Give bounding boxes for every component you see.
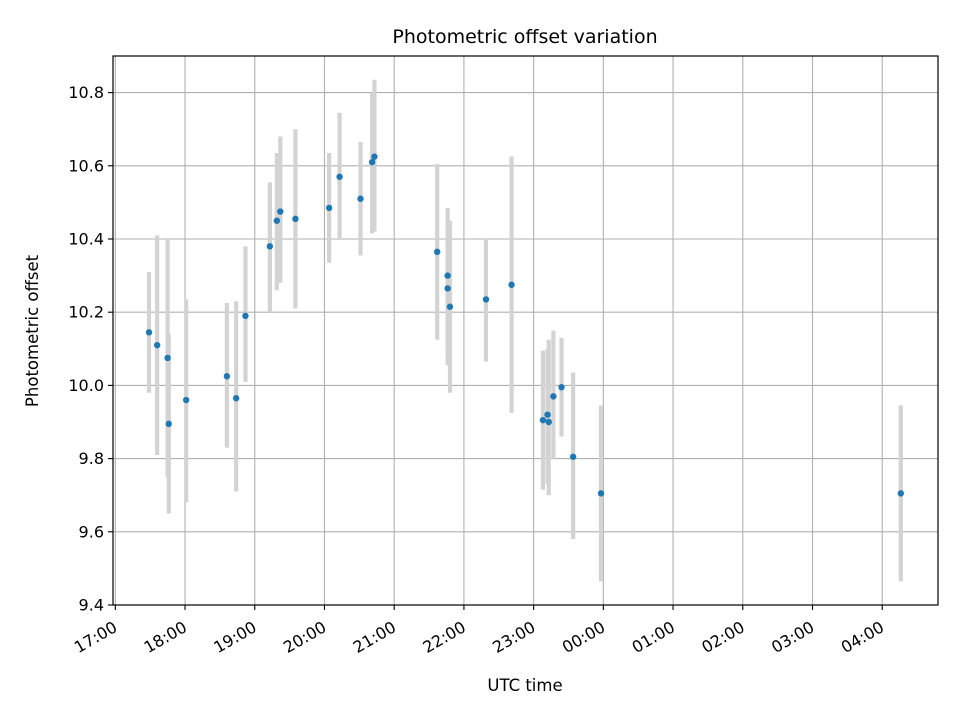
data-point [183, 396, 190, 404]
data-point [544, 411, 551, 418]
y-tick-label: 10.0 [68, 376, 104, 395]
data-point [446, 303, 454, 310]
x-axis-label: UTC time [487, 676, 562, 695]
data-point [897, 490, 905, 497]
data-point [545, 418, 552, 426]
data-point [223, 373, 231, 380]
data-point [357, 195, 364, 202]
data-point [165, 420, 172, 428]
data-point [371, 153, 378, 160]
data-point [508, 281, 515, 288]
plot-frame [112, 55, 939, 606]
data-point [145, 329, 153, 336]
y-tick-label: 10.4 [68, 230, 104, 249]
y-tick-label: 9.4 [79, 596, 104, 615]
chart-title: Photometric offset variation [392, 26, 657, 48]
data-point [232, 395, 240, 402]
data-point [242, 312, 249, 320]
data-points [145, 153, 905, 497]
y-tick-label: 10.6 [68, 156, 104, 175]
data-point [444, 272, 451, 279]
y-tick-label: 10.8 [68, 83, 104, 102]
data-point [539, 416, 547, 424]
data-point [277, 208, 284, 215]
data-point [368, 158, 376, 166]
data-point [164, 354, 171, 362]
y-tick-label: 10.2 [68, 303, 104, 322]
data-point [292, 215, 299, 223]
data-point [482, 296, 490, 303]
y-tick-label: 9.6 [79, 522, 104, 541]
data-point [336, 173, 343, 180]
data-point [273, 217, 281, 224]
data-point [153, 341, 161, 349]
data-point [558, 384, 565, 391]
data-point [325, 204, 333, 212]
data-point [433, 248, 441, 256]
data-point [569, 453, 577, 460]
data-point [597, 490, 605, 497]
y-axis-label: Photometric offset [23, 254, 42, 407]
data-point [266, 243, 274, 250]
data-point [444, 285, 451, 292]
y-tick-label: 9.8 [79, 449, 104, 468]
data-point [550, 393, 557, 400]
